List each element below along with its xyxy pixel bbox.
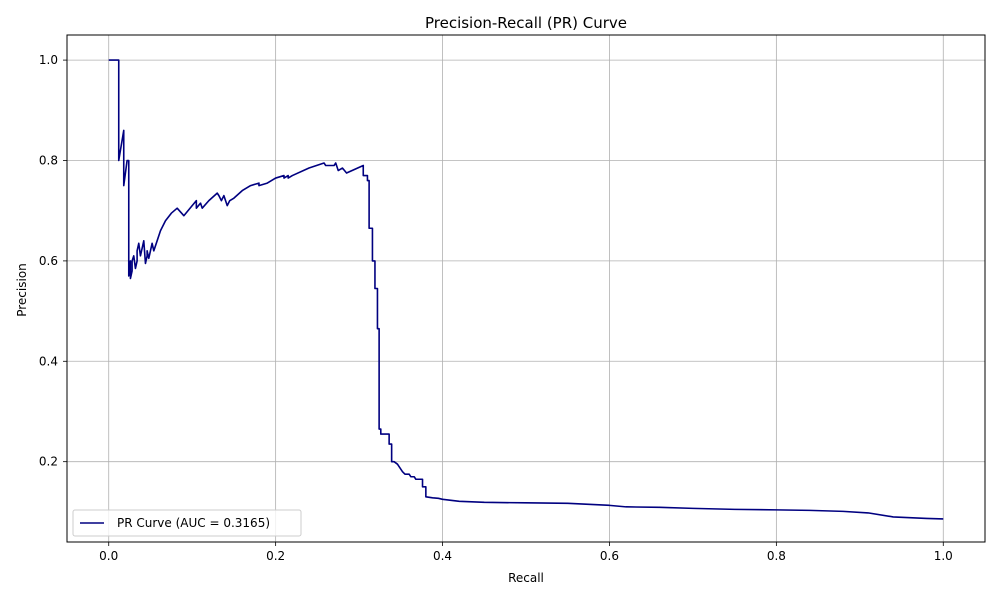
chart-title: Precision-Recall (PR) Curve <box>425 14 627 32</box>
legend-box <box>72 509 302 537</box>
pr-curve-line <box>108 59 944 520</box>
x-tick-label: 0.0 <box>99 549 118 563</box>
x-tick-label: 0.4 <box>433 549 452 563</box>
y-tick-label: 0.4 <box>39 354 58 368</box>
x-tick-label: 0.8 <box>767 549 786 563</box>
x-axis-label: Recall <box>508 571 544 585</box>
y-axis-label: Precision <box>15 263 29 317</box>
y-tick-label: 0.8 <box>39 153 58 167</box>
x-tick-label: 0.6 <box>600 549 619 563</box>
y-tick-label: 1.0 <box>39 53 58 67</box>
grid-lines <box>67 35 985 542</box>
series-layer <box>108 59 944 520</box>
y-tick-label: 0.2 <box>39 455 58 469</box>
plot-frame <box>66 34 986 543</box>
legend-label: PR Curve (AUC = 0.3165) <box>117 516 270 530</box>
x-tick-label: 0.2 <box>266 549 285 563</box>
tick-layer: 0.0 0.2 0.4 0.6 0.8 1.0 0.2 0.4 0.6 0.8 1.0 <box>39 53 953 563</box>
y-tick-label: 0.6 <box>39 254 58 268</box>
x-tick-label: 1.0 <box>934 549 953 563</box>
legend: PR Curve (AUC = 0.3165) <box>72 509 302 537</box>
